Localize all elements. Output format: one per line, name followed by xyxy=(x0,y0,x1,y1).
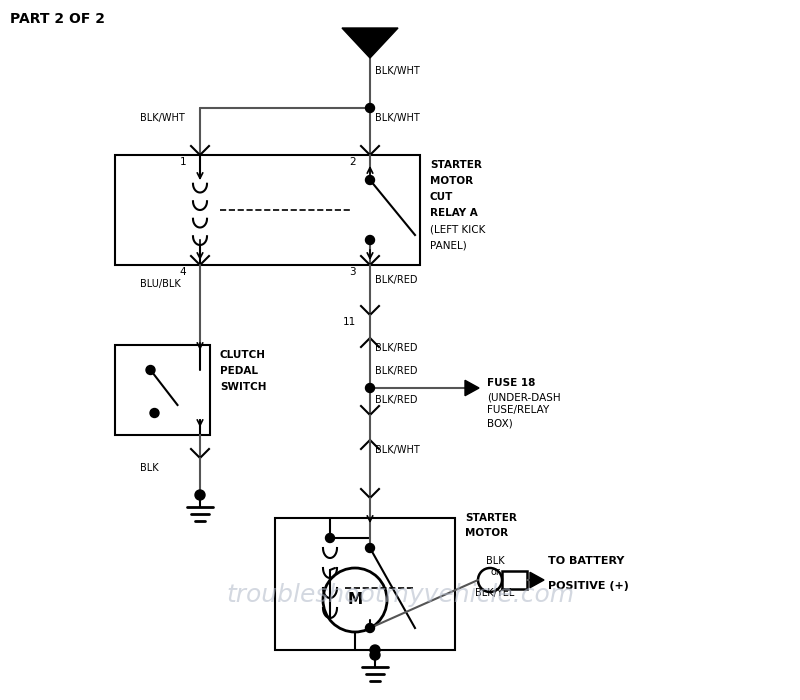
Text: A: A xyxy=(365,32,375,46)
Polygon shape xyxy=(530,573,544,588)
Text: STARTER: STARTER xyxy=(465,513,517,523)
Text: RELAY A: RELAY A xyxy=(430,208,478,218)
Bar xyxy=(275,518,455,650)
Text: FUSE 18: FUSE 18 xyxy=(487,378,535,388)
Bar xyxy=(115,155,420,265)
Text: 4: 4 xyxy=(179,267,186,277)
Text: BLK/YEL: BLK/YEL xyxy=(475,588,514,598)
Circle shape xyxy=(370,645,380,655)
Text: BLK/WHT: BLK/WHT xyxy=(140,113,185,123)
Polygon shape xyxy=(342,28,398,58)
Circle shape xyxy=(150,409,159,417)
Text: troubleshootmyvehicle.com: troubleshootmyvehicle.com xyxy=(226,583,574,607)
Circle shape xyxy=(366,235,374,244)
Text: PART 2 OF 2: PART 2 OF 2 xyxy=(10,12,105,26)
Text: BLK/RED: BLK/RED xyxy=(375,343,418,353)
Text: PEDAL: PEDAL xyxy=(220,366,258,376)
Text: STARTER: STARTER xyxy=(430,160,482,170)
Text: 1: 1 xyxy=(179,157,186,167)
Text: FUSE/RELAY: FUSE/RELAY xyxy=(487,405,550,415)
Text: POSITIVE (+): POSITIVE (+) xyxy=(548,581,629,591)
Text: MOTOR: MOTOR xyxy=(430,176,473,186)
Text: 3: 3 xyxy=(350,267,356,277)
Text: BLK: BLK xyxy=(486,556,504,566)
Text: BLK/RED: BLK/RED xyxy=(375,366,418,376)
Circle shape xyxy=(146,365,155,375)
Text: CUT: CUT xyxy=(430,192,454,202)
Circle shape xyxy=(195,490,205,500)
Text: BOX): BOX) xyxy=(487,418,513,428)
Text: TO BATTERY: TO BATTERY xyxy=(548,556,624,566)
Text: BLK/RED: BLK/RED xyxy=(375,395,418,405)
Circle shape xyxy=(366,104,374,113)
Circle shape xyxy=(366,543,374,552)
Text: SWITCH: SWITCH xyxy=(220,382,266,392)
Circle shape xyxy=(366,624,374,633)
Text: MOTOR: MOTOR xyxy=(465,528,508,538)
Text: BLU/BLK: BLU/BLK xyxy=(140,279,181,289)
Text: BLK/RED: BLK/RED xyxy=(375,275,418,285)
Bar xyxy=(502,571,527,589)
Text: 11: 11 xyxy=(342,317,356,327)
Polygon shape xyxy=(465,380,479,395)
Circle shape xyxy=(366,176,374,185)
Circle shape xyxy=(326,533,334,542)
Circle shape xyxy=(370,650,380,660)
Text: BLK: BLK xyxy=(140,463,158,473)
Circle shape xyxy=(366,384,374,393)
Text: BLK/WHT: BLK/WHT xyxy=(375,113,420,123)
Text: (UNDER-DASH: (UNDER-DASH xyxy=(487,392,561,402)
Text: 2: 2 xyxy=(350,157,356,167)
Text: BLK/WHT: BLK/WHT xyxy=(375,445,420,455)
Text: (LEFT KICK: (LEFT KICK xyxy=(430,224,486,234)
Text: or: or xyxy=(490,567,500,577)
Text: CLUTCH: CLUTCH xyxy=(220,350,266,360)
Text: BLK/WHT: BLK/WHT xyxy=(375,66,420,76)
Bar xyxy=(115,345,210,435)
Text: M: M xyxy=(347,592,362,608)
Text: PANEL): PANEL) xyxy=(430,240,466,250)
